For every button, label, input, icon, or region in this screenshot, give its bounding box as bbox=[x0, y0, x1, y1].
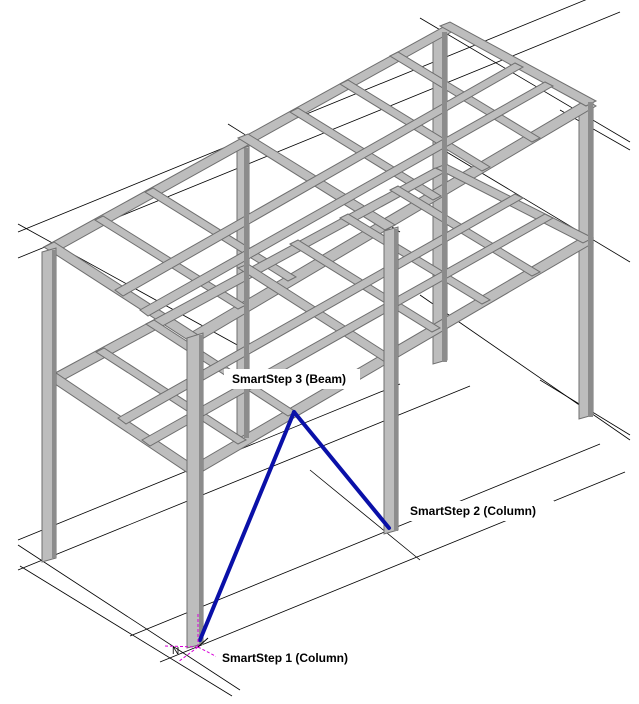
label-smartstep-1: SmartStep 1 (Column) bbox=[222, 651, 348, 665]
steel-frame bbox=[41, 21, 598, 649]
callout-step2: SmartStep 2 (Column) bbox=[404, 501, 554, 521]
label-smartstep-2: SmartStep 2 (Column) bbox=[410, 504, 536, 518]
label-smartstep-3: SmartStep 3 (Beam) bbox=[232, 372, 346, 386]
smartstep-segment-1-3 bbox=[198, 410, 296, 642]
callout-step1: SmartStep 1 (Column) bbox=[216, 648, 368, 668]
smartstep-segment-3-2 bbox=[292, 410, 391, 530]
compass-north-label: N bbox=[172, 646, 179, 657]
smartstep-path bbox=[198, 410, 391, 642]
column-shading bbox=[52, 32, 593, 645]
axis-triad: N bbox=[164, 612, 226, 663]
callout-step3: SmartStep 3 (Beam) bbox=[224, 369, 360, 389]
